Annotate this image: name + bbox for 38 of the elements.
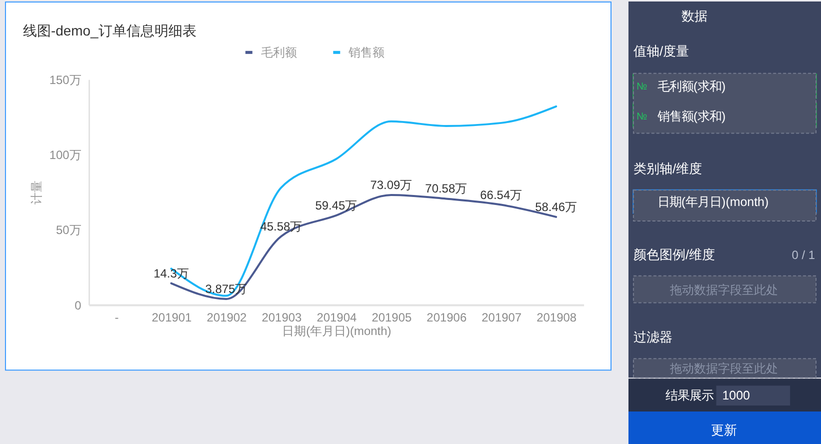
text: 更新 [711,422,738,438]
text: 颜色图例/维度 [633,246,716,262]
text: 数据 [681,8,708,24]
legend-label: 毛利额 [260,45,297,60]
y-tick-label: 150万 [49,72,82,87]
text: 0 / 1 [792,248,816,262]
text: 拖动数据字段至此处 [669,282,778,297]
x-tick-label: 201903 [262,310,302,324]
x-tick-label: - [114,310,119,324]
chart-title: 线图-demo_订单信息明细表 [22,22,196,38]
data-label: 73.09万 [370,178,412,192]
text: № [636,81,648,92]
data-label: 70.58万 [425,182,468,196]
data-label: 58.46万 [535,200,578,214]
text: 值轴/度量 [633,43,690,58]
text: 日期(年月日)(month) [657,195,769,210]
x-tick-label: 201902 [206,310,248,324]
x-tick-label: 201907 [482,310,522,324]
x-axis-title: 日期(年月日)(month) [282,324,392,338]
text: № [636,111,648,122]
text: 毛利额(求和) [657,79,726,94]
text: 拖动数据字段至此处 [669,362,778,376]
x-tick-label: 201908 [536,310,577,324]
text: 过滤器 [633,330,672,345]
text: 结果展示 [665,388,714,403]
text: 1000 [722,388,750,403]
text: 销售额(求和) [656,109,726,124]
x-tick-label: 201904 [316,310,357,324]
x-tick-label: 201906 [426,310,467,324]
legend-label: 销售额 [348,45,385,60]
y-axis-title: 计量 [29,180,44,205]
y-tick-label: 0 [74,298,82,312]
data-label: 66.54万 [480,188,522,202]
x-tick-label: 201901 [152,310,192,324]
y-tick-label: 50万 [56,223,82,238]
text: 类别轴/维度 [633,161,702,176]
y-tick-label: 100万 [49,148,82,162]
x-tick-label: 201905 [372,310,412,324]
